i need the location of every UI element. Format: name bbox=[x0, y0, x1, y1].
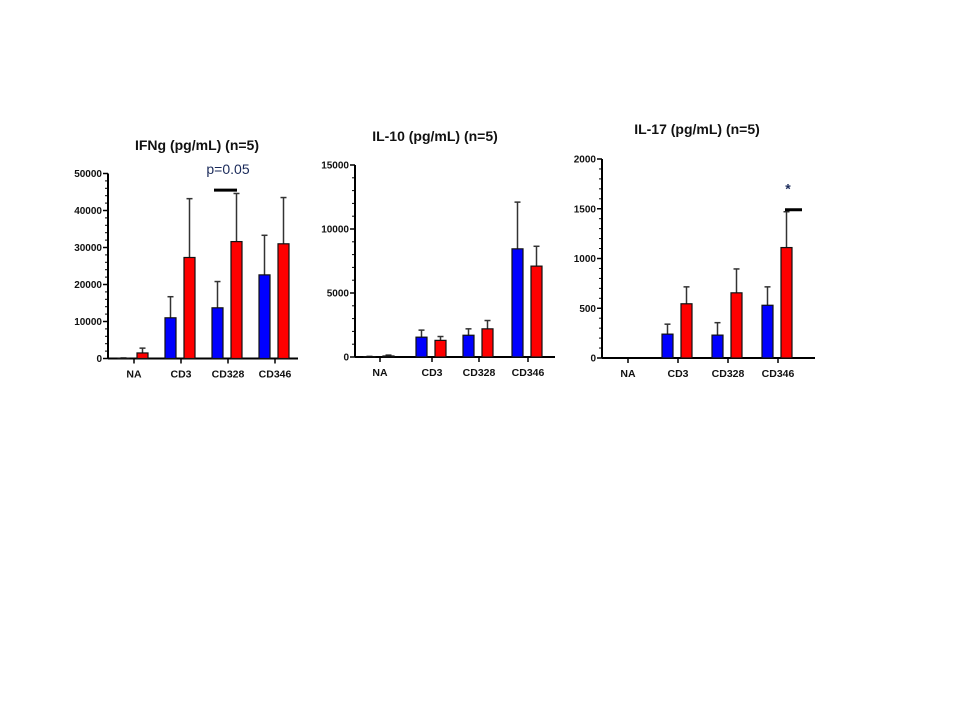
bar bbox=[434, 339, 447, 358]
y-tick-label: 500 bbox=[579, 304, 596, 315]
bar bbox=[462, 334, 475, 358]
y-tick-label: 1500 bbox=[574, 204, 597, 215]
bar bbox=[382, 355, 395, 358]
bar bbox=[164, 317, 177, 360]
chart-title: IL-17 (pg/mL) (n=5) bbox=[634, 121, 760, 137]
x-tick-label: CD346 bbox=[512, 367, 545, 379]
y-tick-label: 15000 bbox=[321, 161, 349, 172]
y-tick-label: 5000 bbox=[327, 289, 350, 300]
y-tick-label: 0 bbox=[590, 354, 596, 365]
bar bbox=[511, 248, 524, 358]
bar bbox=[661, 333, 674, 359]
y-tick-label: 0 bbox=[343, 353, 349, 364]
x-tick-label: CD3 bbox=[421, 367, 442, 379]
y-tick-label: 1000 bbox=[574, 254, 597, 265]
chart-0: IFNg (pg/mL) (n=5) 0 10000 20000 30000 40000 5… bbox=[74, 137, 298, 381]
bar bbox=[761, 304, 774, 359]
bar bbox=[415, 336, 428, 358]
x-tick-label: NA bbox=[126, 369, 142, 381]
chart-title: IFNg (pg/mL) (n=5) bbox=[135, 137, 259, 153]
y-tick-label: 2000 bbox=[574, 155, 597, 166]
bar bbox=[530, 265, 543, 358]
significance-star: * bbox=[785, 181, 791, 197]
x-tick-label: CD346 bbox=[259, 369, 292, 381]
y-tick-label: 10000 bbox=[74, 317, 102, 328]
x-tick-label: NA bbox=[620, 368, 636, 380]
bar bbox=[183, 256, 196, 360]
chart-2: IL-17 (pg/mL) (n=5) 0 500 1000 1500 2000 NA CD3… bbox=[574, 121, 815, 380]
y-tick-label: 0 bbox=[96, 354, 102, 365]
bar bbox=[230, 240, 243, 360]
bar bbox=[258, 274, 271, 360]
x-tick-label: CD346 bbox=[762, 368, 795, 380]
p-value-label: p=0.05 bbox=[206, 161, 249, 177]
x-tick-label: CD328 bbox=[463, 367, 496, 379]
y-tick-label: 10000 bbox=[321, 225, 349, 236]
x-tick-label: CD328 bbox=[712, 368, 745, 380]
x-tick-label: CD328 bbox=[212, 369, 245, 381]
bar bbox=[780, 246, 793, 359]
bar bbox=[481, 328, 494, 358]
bar bbox=[730, 292, 743, 359]
chart-title: IL-10 (pg/mL) (n=5) bbox=[372, 128, 498, 144]
x-tick-label: CD3 bbox=[667, 368, 688, 380]
bar bbox=[680, 303, 693, 359]
y-tick-label: 50000 bbox=[74, 169, 102, 180]
chart-1: IL-10 (pg/mL) (n=5) 0 5000 10000 15000 NA CD3 C… bbox=[321, 128, 555, 379]
x-tick-label: CD3 bbox=[170, 369, 191, 381]
bar bbox=[711, 334, 724, 359]
x-tick-label: NA bbox=[372, 367, 388, 379]
y-tick-label: 40000 bbox=[74, 206, 102, 217]
bar bbox=[211, 307, 224, 360]
bar bbox=[277, 243, 290, 360]
bar bbox=[136, 352, 149, 360]
y-tick-label: 30000 bbox=[74, 243, 102, 254]
y-tick-label: 20000 bbox=[74, 280, 102, 291]
